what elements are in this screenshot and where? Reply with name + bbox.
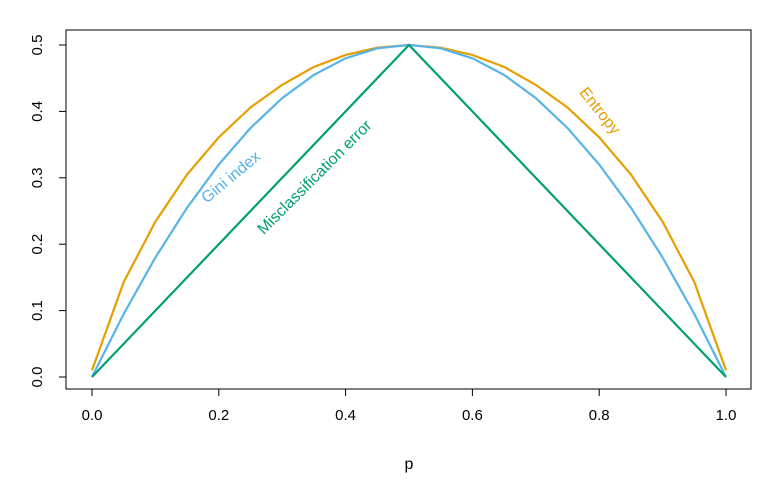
y-tick-label: 0.3	[29, 167, 46, 188]
x-tick-label: 0.8	[589, 407, 610, 424]
x-tick-label: 1.0	[716, 407, 737, 424]
series-layer	[90, 43, 728, 378]
label-misclassification-error: Misclassification error	[255, 117, 376, 238]
x-axis-title: p	[405, 456, 414, 473]
x-axis: 0.0 0.2 0.4 0.6 0.8 1.0	[82, 389, 737, 424]
series-gini-index-line	[91, 43, 727, 378]
y-tick-label: 0.5	[29, 35, 46, 56]
y-tick-label: 0.0	[29, 367, 46, 388]
x-tick-label: 0.0	[82, 407, 103, 424]
y-axis: 0.0 0.1 0.2 0.3 0.4 0.5	[29, 35, 66, 388]
plot-frame	[65, 29, 752, 390]
series-misclassification-error-line	[91, 43, 727, 378]
y-tick-label: 0.2	[29, 234, 46, 255]
x-tick-label: 0.6	[462, 407, 483, 424]
x-tick-label: 0.2	[208, 407, 229, 424]
y-tick-label: 0.1	[29, 300, 46, 321]
x-tick-label: 0.4	[335, 407, 356, 424]
y-tick-label: 0.4	[29, 101, 46, 122]
label-entropy: Entropy	[575, 84, 623, 138]
